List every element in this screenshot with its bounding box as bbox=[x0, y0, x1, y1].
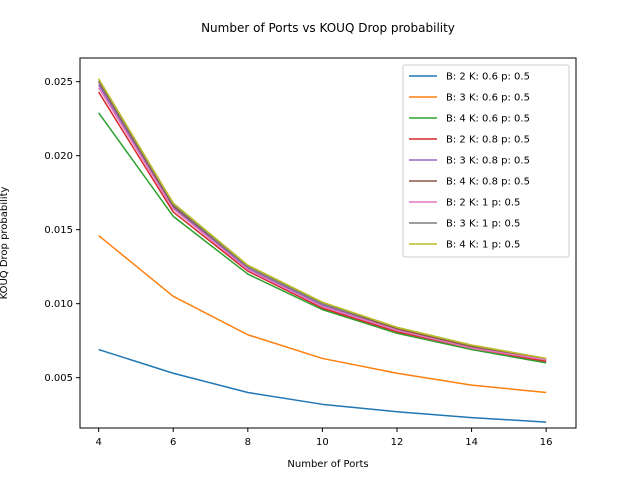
legend-box bbox=[402, 64, 570, 258]
y-tick-label: 0.025 bbox=[44, 77, 73, 88]
x-axis-label: Number of Ports bbox=[287, 459, 368, 470]
legend: B: 2 K: 0.6 p: 0.5 B: 3 K: 0.6 p: 0.5 B: 4… bbox=[402, 64, 570, 258]
legend-label: B: 4 K: 0.6 p: 0.5 bbox=[446, 114, 530, 125]
x-tick-label: 14 bbox=[465, 437, 478, 448]
legend-label: B: 4 K: 1 p: 0.5 bbox=[446, 240, 520, 251]
x-tick-label: 4 bbox=[95, 437, 101, 448]
legend-label: B: 2 K: 0.6 p: 0.5 bbox=[446, 72, 530, 83]
series-line bbox=[98, 87, 547, 361]
chart-title: Number of Ports vs KOUQ Drop probability bbox=[201, 21, 455, 35]
legend-label: B: 2 K: 1 p: 0.5 bbox=[446, 198, 520, 209]
y-tick-label: 0.010 bbox=[44, 299, 73, 310]
series-lines bbox=[98, 78, 547, 423]
x-tick-label: 12 bbox=[391, 437, 404, 448]
y-tick-label: 0.005 bbox=[44, 373, 73, 384]
x-tick-label: 10 bbox=[316, 437, 329, 448]
series-line bbox=[98, 235, 547, 394]
x-tick-label: 6 bbox=[170, 437, 176, 448]
legend-label: B: 4 K: 0.8 p: 0.5 bbox=[446, 177, 530, 188]
legend-label: B: 3 K: 0.8 p: 0.5 bbox=[446, 156, 530, 167]
series-line bbox=[98, 112, 547, 364]
legend-label: B: 3 K: 0.6 p: 0.5 bbox=[446, 93, 530, 104]
y-axis-ticks: 0.005 0.010 0.015 0.020 0.025 bbox=[44, 77, 80, 384]
legend-label: B: 2 K: 0.8 p: 0.5 bbox=[446, 135, 530, 146]
y-axis-label: KOUQ Drop probability bbox=[0, 186, 10, 299]
x-tick-label: 16 bbox=[540, 437, 553, 448]
x-tick-label: 8 bbox=[245, 437, 251, 448]
series-line bbox=[98, 78, 547, 360]
series-line bbox=[98, 348, 547, 423]
y-tick-label: 0.020 bbox=[44, 151, 73, 162]
y-tick-label: 0.015 bbox=[44, 225, 73, 236]
x-axis-ticks: 4 6 8 10 12 14 16 bbox=[95, 428, 553, 448]
plot-frame bbox=[79, 57, 577, 429]
legend-label: B: 3 K: 1 p: 0.5 bbox=[446, 219, 520, 230]
